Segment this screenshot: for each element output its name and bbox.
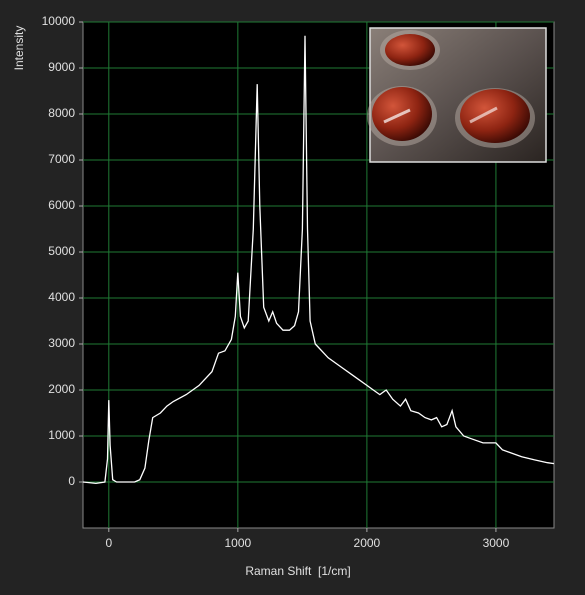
x-axis-label: Raman Shift [1/cm] bbox=[245, 564, 350, 578]
y-tick-label: 9000 bbox=[48, 60, 75, 74]
y-tick-label: 3000 bbox=[48, 336, 75, 350]
inset-photo bbox=[367, 27, 547, 163]
y-tick-label: 1000 bbox=[48, 428, 75, 442]
y-tick-label: 6000 bbox=[48, 198, 75, 212]
y-tick-label: 4000 bbox=[48, 290, 75, 304]
y-tick-label: 2000 bbox=[48, 382, 75, 396]
y-tick-label: 0 bbox=[68, 474, 75, 488]
x-tick-label: 3000 bbox=[483, 536, 510, 550]
y-axis-label: Intensity bbox=[12, 26, 26, 71]
y-tick-label: 8000 bbox=[48, 106, 75, 120]
y-tick-label: 5000 bbox=[48, 244, 75, 258]
y-tick-label: 10000 bbox=[42, 14, 76, 28]
marks bbox=[82, 35, 555, 485]
x-tick-label: 2000 bbox=[354, 536, 381, 550]
spectrum-line bbox=[82, 35, 555, 485]
y-tick-label: 7000 bbox=[48, 152, 75, 166]
x-tick-label: 1000 bbox=[224, 536, 251, 550]
x-tick-label: 0 bbox=[105, 536, 112, 550]
